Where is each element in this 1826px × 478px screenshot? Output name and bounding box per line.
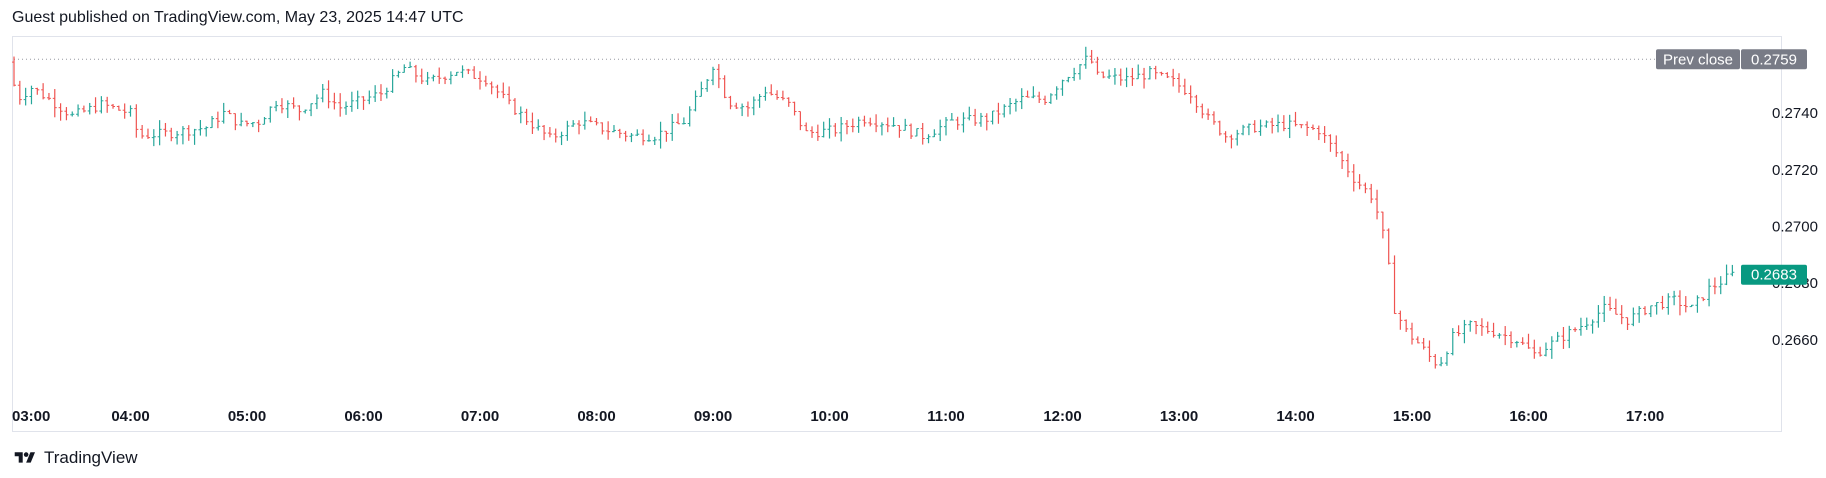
x-tick-label: 13:00 — [1160, 408, 1198, 425]
x-tick-label: 10:00 — [810, 408, 848, 425]
prev-close-value-badge — [1741, 49, 1807, 70]
y-tick-label: 0.2740 — [1772, 105, 1818, 122]
last-price-value: 0.2683 — [1751, 267, 1797, 284]
x-tick-label: 17:00 — [1626, 408, 1664, 425]
last-price-badge — [1741, 264, 1807, 285]
y-tick-label: 0.2660 — [1772, 332, 1818, 349]
x-tick-label: 14:00 — [1276, 408, 1314, 425]
x-tick-label: 07:00 — [461, 408, 499, 425]
prev-close-value: 0.2759 — [1751, 51, 1797, 68]
x-tick-label: 08:00 — [577, 408, 615, 425]
x-tick-label: 15:00 — [1393, 408, 1431, 425]
prev-close-label: Prev close — [1663, 51, 1733, 68]
tradingview-brand: TradingView — [12, 448, 138, 468]
x-tick-label: 06:00 — [344, 408, 382, 425]
publish-caption: Guest published on TradingView.com, May … — [12, 9, 464, 26]
tradingview-logo-icon — [14, 452, 35, 463]
x-tick-label: 09:00 — [694, 408, 732, 425]
brand-name: TradingView — [44, 448, 138, 467]
x-tick-label: 12:00 — [1043, 408, 1081, 425]
chart-pane[interactable] — [12, 36, 1782, 432]
y-tick-label: 0.2700 — [1772, 219, 1818, 236]
x-tick-label: 16:00 — [1509, 408, 1547, 425]
prev-close-label-badge — [1656, 49, 1740, 70]
x-tick-label: 11:00 — [927, 408, 965, 425]
x-tick-label: 04:00 — [111, 408, 149, 425]
y-tick-label: 0.2720 — [1772, 162, 1818, 179]
x-tick-label: 05:00 — [228, 408, 266, 425]
x-tick-label: 03:00 — [12, 408, 50, 425]
